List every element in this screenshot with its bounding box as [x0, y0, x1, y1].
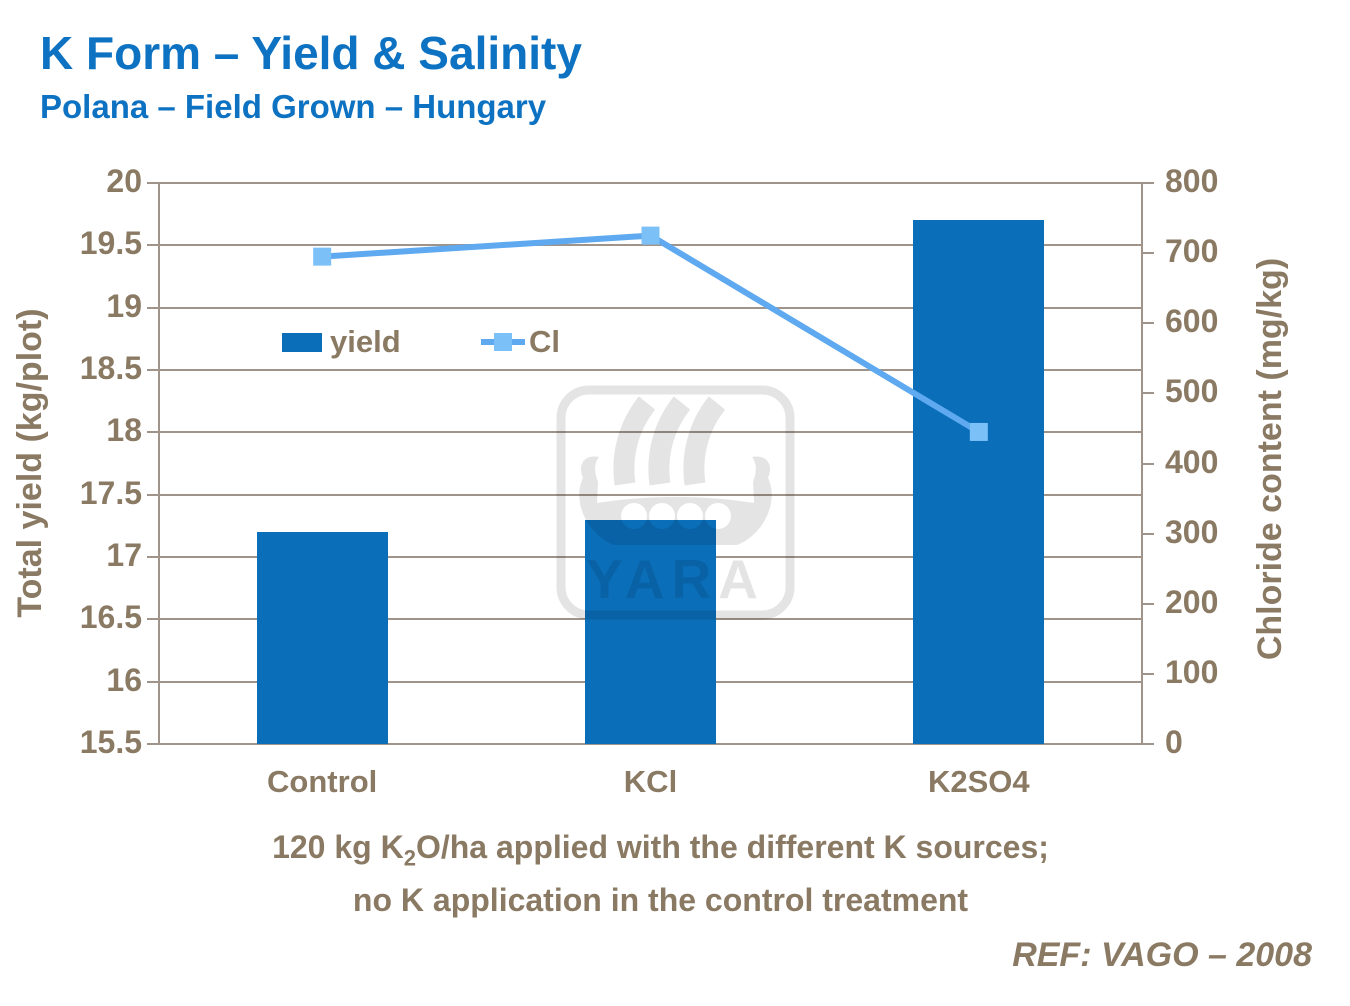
left-axis-tick: [147, 556, 158, 558]
y-axis-tick-label: 19.5: [79, 225, 142, 262]
right-axis-tick: [1143, 322, 1154, 325]
gridline: [158, 743, 1143, 745]
gridline: [158, 244, 1143, 247]
gridline: [158, 369, 1143, 371]
y-axis-tick-label: 17: [106, 537, 142, 573]
left-axis-tick: [147, 680, 158, 683]
left-axis-tick: [147, 493, 158, 496]
chart-caption: 120 kg K2O/ha applied with the different…: [158, 826, 1163, 922]
legend-yield-swatch: [282, 333, 322, 352]
page-subtitle: Polana – Field Grown – Hungary: [40, 88, 547, 125]
left-axis-tick: [147, 369, 158, 371]
legend-cl-marker: [494, 333, 512, 351]
left-axis-line: [158, 183, 160, 744]
watermark-text: YARA: [586, 548, 765, 610]
y-axis-tick-label: 18: [106, 412, 142, 449]
gridline: [158, 306, 1143, 309]
right-axis-tick: [1143, 392, 1154, 395]
y-axis-tick-label: 15.5: [79, 724, 142, 760]
cl-marker-k2so4: [969, 422, 988, 441]
caption-line-1: 120 kg K2O/ha applied with the different…: [272, 829, 1049, 871]
x-label-k2so4: K2SO4: [927, 764, 1030, 799]
right-axis-tick: [1143, 602, 1154, 605]
right-axis-tick-label: 700: [1165, 233, 1219, 270]
right-axis-tick: [1143, 672, 1154, 675]
right-axis-tick: [1143, 532, 1154, 535]
x-label-kcl: KCl: [623, 764, 678, 799]
right-axis-tick: [1143, 743, 1154, 745]
y-axis-tick-label: 20: [106, 163, 142, 199]
legend-cl-label: Cl: [529, 324, 560, 359]
right-axis-title: Chloride content (mg/kg): [1251, 257, 1289, 661]
yara-watermark-logo: YARA: [553, 382, 798, 623]
bar-kcl: [585, 519, 716, 744]
reference-text: REF: VAGO – 2008: [1012, 936, 1312, 974]
y-axis-tick-label: 19: [106, 287, 142, 324]
page-title: K Form – Yield & Salinity: [40, 27, 582, 79]
cl-marker-control: [313, 247, 332, 266]
legend-yield-label: yield: [330, 324, 401, 359]
right-axis-tick-label: 400: [1165, 443, 1219, 480]
right-axis-tick-label: 800: [1165, 163, 1219, 199]
right-axis-tick: [1143, 182, 1154, 184]
y-axis-tick-label: 18.5: [79, 350, 142, 386]
left-axis-tick: [147, 431, 158, 434]
left-axis-tick: [147, 618, 158, 621]
cl-marker-kcl: [641, 226, 660, 245]
right-axis-tick: [1143, 252, 1154, 255]
right-axis-tick-label: 200: [1165, 583, 1219, 620]
right-axis-line: [1141, 183, 1143, 744]
watermark-border: [556, 385, 795, 620]
bar-k2so4: [913, 220, 1045, 744]
y-axis-tick-label: 17.5: [79, 474, 142, 511]
right-axis-tick: [1143, 462, 1154, 465]
right-axis-tick-label: 0: [1165, 724, 1183, 760]
x-label-control: Control: [267, 764, 378, 799]
caption-line-2: no K application in the control treatmen…: [352, 882, 969, 919]
right-axis-tick-label: 600: [1165, 303, 1219, 340]
y-axis-tick-label: 16: [106, 661, 142, 698]
chart-plot-area: 20 19.5 19 18.5 18 17.5 17 16.5 16 15.5 800 700 600 5…: [80, 163, 1219, 760]
viking-hull-icon: [579, 456, 772, 545]
gridline: [158, 431, 1143, 434]
left-axis-title: Total yield (kg/plot): [11, 308, 49, 618]
bar-control: [256, 532, 388, 744]
left-axis-tick: [147, 743, 158, 745]
right-axis-tick-label: 300: [1165, 513, 1219, 550]
right-axis-tick-label: 100: [1165, 653, 1219, 690]
left-axis-tick: [147, 182, 158, 184]
right-axis-tick-label: 500: [1165, 373, 1219, 410]
viking-sails-icon: [613, 396, 726, 486]
gridline: [158, 493, 1143, 496]
cl-line-series: [313, 226, 988, 441]
left-axis-tick: [147, 244, 158, 247]
y-axis-tick-label: 16.5: [79, 599, 142, 636]
left-axis-tick: [147, 306, 158, 309]
gridline: [158, 182, 1143, 184]
